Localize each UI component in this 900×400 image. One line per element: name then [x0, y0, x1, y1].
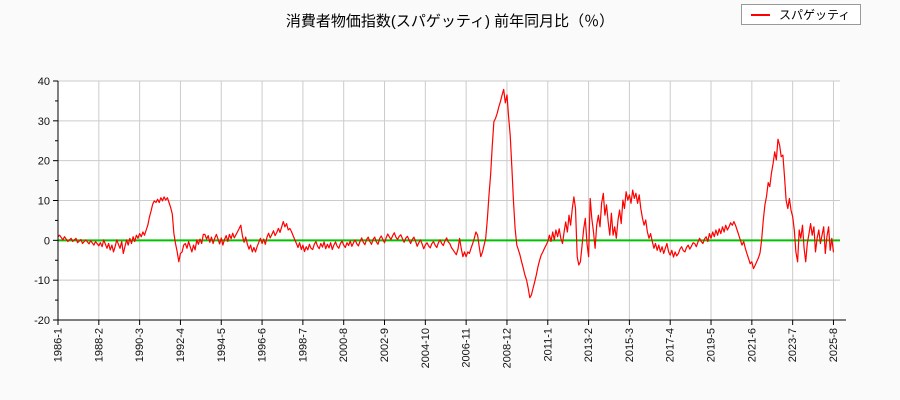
x-tick-label: 2002-9 [379, 328, 391, 362]
legend-box: スパゲッティ [741, 4, 862, 25]
y-tick-label: 0 [44, 235, 50, 247]
x-tick-label: 2023-7 [787, 328, 799, 362]
x-tick-label: 1992-4 [175, 328, 187, 362]
x-tick-label: 2008-12 [501, 328, 513, 368]
x-tick-label: 2004-10 [420, 328, 432, 368]
chart-title: 消費者物価指数(スパゲッティ) 前年同月比（％） [285, 13, 615, 30]
x-tick-label: 2025-8 [828, 328, 840, 362]
y-tick-label: -20 [34, 315, 50, 327]
x-tick-label: 2021-6 [746, 328, 758, 362]
y-tick-label: 20 [38, 156, 50, 168]
x-tick-label: 2015-3 [624, 328, 636, 362]
y-tick-label: 10 [38, 196, 50, 208]
x-tick-label: 1990-3 [134, 328, 146, 362]
x-tick-label: 2011-1 [542, 328, 554, 361]
y-tick-label: 40 [38, 76, 50, 88]
x-tick-label: 1998-7 [297, 328, 309, 362]
x-tick-label: 2019-5 [706, 328, 718, 362]
x-tick-label: 2017-4 [665, 328, 677, 362]
x-tick-label: 1988-2 [93, 328, 105, 362]
legend-line-swatch [751, 13, 770, 16]
y-tick-label: -10 [34, 275, 50, 287]
x-tick-label: 2013-2 [583, 328, 595, 362]
x-tick-label: 1986-1 [53, 328, 65, 362]
y-tick-label: 30 [38, 116, 50, 128]
x-tick-label: 2006-11 [461, 328, 473, 368]
x-tick-label: 2000-8 [338, 328, 350, 362]
x-tick-label: 1996-6 [257, 328, 269, 362]
legend-label: スパゲッティ [779, 8, 851, 22]
x-tick-label: 1994-5 [216, 328, 228, 362]
